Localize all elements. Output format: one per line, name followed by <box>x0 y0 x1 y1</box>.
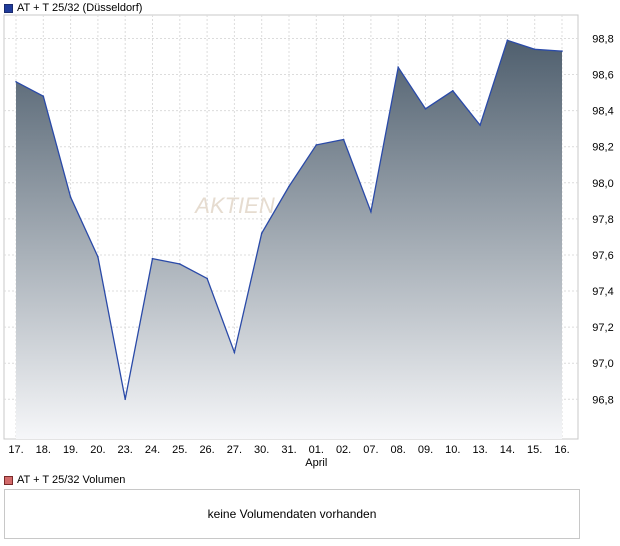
volume-panel: keine Volumendaten vorhanden <box>4 489 580 539</box>
x-tick-label: 19. <box>63 444 78 456</box>
price-point <box>97 255 99 258</box>
y-tick-label: 98,8 <box>592 33 613 45</box>
x-tick-label: 01. <box>309 444 324 456</box>
y-tick-label: 98,2 <box>592 142 613 154</box>
price-point <box>179 263 181 265</box>
y-tick-label: 97,8 <box>592 214 613 226</box>
price-point <box>533 48 536 51</box>
y-tick-label: 98,4 <box>592 106 613 118</box>
y-tick-label: 98,6 <box>592 70 613 82</box>
x-tick-label: 08. <box>391 444 406 456</box>
y-tick-label: 96,8 <box>592 394 613 406</box>
x-tick-label: 14. <box>500 444 515 456</box>
x-tick-label: 30. <box>254 444 269 456</box>
x-tick-label: 23. <box>118 444 133 456</box>
x-tick-label: 09. <box>418 444 433 456</box>
month-label: April <box>305 457 327 469</box>
x-tick-label: 07. <box>363 444 378 456</box>
price-point <box>288 185 290 188</box>
x-tick-label: 10. <box>445 444 460 456</box>
price-chart: AKTIEN 96,8 97,0 97,2 97,4 97,6 97,8 98,0 98,2 9… <box>3 14 614 469</box>
volume-legend-label: AT + T 25/32 Volumen <box>17 474 126 486</box>
x-tick-label: 20. <box>90 444 105 456</box>
price-point <box>15 80 17 83</box>
y-tick-label: 97,6 <box>592 250 613 262</box>
price-point <box>315 144 318 146</box>
price-point <box>397 66 400 69</box>
x-tick-label: 18. <box>36 444 51 456</box>
price-point <box>342 138 345 141</box>
price-point <box>233 351 236 354</box>
x-tick-label: 15. <box>527 444 542 456</box>
x-tick-label: 16. <box>554 444 569 456</box>
volume-legend-swatch <box>4 475 13 485</box>
watermark: AKTIEN <box>193 193 275 218</box>
y-tick-label: 98,0 <box>592 178 613 190</box>
x-tick-label: 26. <box>199 444 214 456</box>
price-point <box>260 232 263 235</box>
price-point <box>69 196 72 199</box>
x-tick-label: 27. <box>227 444 242 456</box>
price-point <box>206 277 208 280</box>
price-legend-label: AT + T 25/32 (Düsseldorf) <box>17 2 143 14</box>
price-point <box>151 257 154 260</box>
price-area-fill <box>16 40 562 440</box>
x-tick-label: 17. <box>8 444 23 456</box>
x-tick-label: 02. <box>336 444 351 456</box>
price-point <box>42 95 45 97</box>
price-point <box>506 39 509 42</box>
x-tick-label: 31. <box>281 444 296 456</box>
price-point <box>424 108 427 110</box>
y-tick-label: 97,2 <box>592 322 613 334</box>
price-point <box>452 89 454 92</box>
y-tick-label: 97,0 <box>592 358 613 370</box>
price-point <box>370 210 372 213</box>
price-point <box>479 124 481 126</box>
volume-empty-message: keine Volumendaten vorhanden <box>207 507 377 521</box>
x-tick-label: 24. <box>145 444 160 456</box>
x-tick-label: 25. <box>172 444 187 456</box>
price-legend-swatch <box>4 3 13 13</box>
price-point <box>561 50 563 52</box>
price-point <box>124 398 126 401</box>
price-legend: AT + T 25/32 (Düsseldorf) <box>4 2 142 14</box>
x-tick-label: 13. <box>472 444 487 456</box>
volume-legend: AT + T 25/32 Volumen <box>4 474 125 486</box>
y-tick-label: 97,4 <box>592 286 613 298</box>
